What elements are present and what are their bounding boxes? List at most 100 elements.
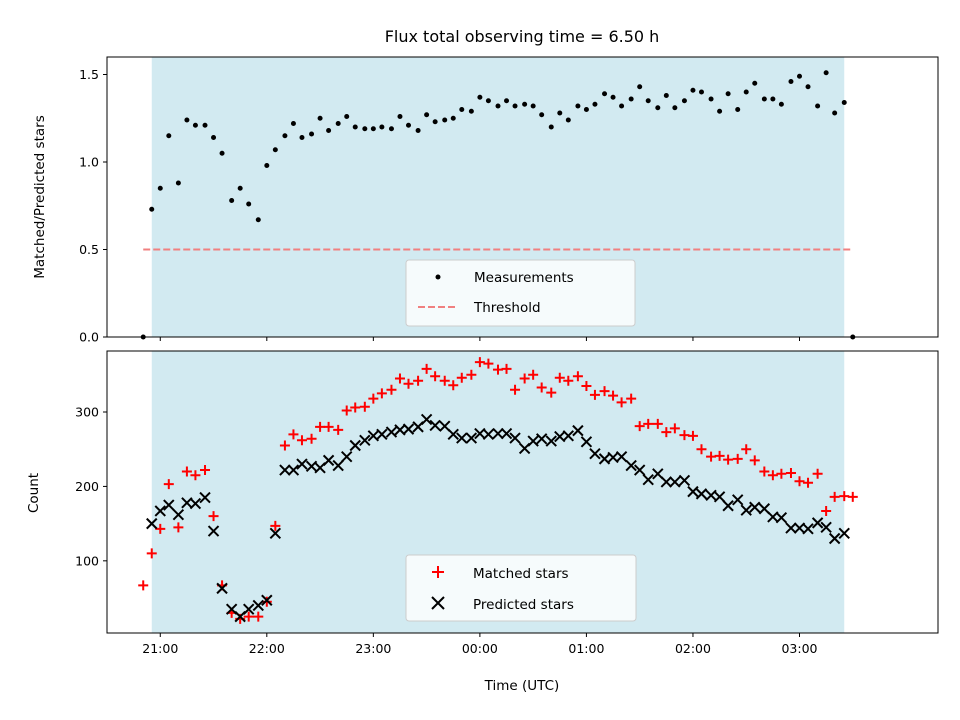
measurement-point (352, 124, 358, 130)
matched-star-point (706, 451, 717, 462)
predicted-star-point (678, 474, 691, 487)
matched-star-point (661, 427, 672, 438)
predicted-star-point (545, 435, 557, 447)
predicted-star-point (349, 439, 361, 452)
bottom-legend: Matched stars Predicted stars (405, 554, 637, 622)
matched-star-point (546, 387, 557, 398)
bottom-x-tick-label: 23:00 (355, 641, 391, 656)
matched-star-point (572, 371, 583, 382)
predicted-star-point (420, 413, 433, 426)
bottom-x-axis: 21:00 22:00 23:00 00:00 01:00 02:00 03:00 (142, 633, 818, 656)
predicted-star-point (580, 436, 593, 448)
matched-star-point (741, 444, 752, 455)
matched-star-point (430, 371, 441, 382)
top-y-tick-label: 1.5 (79, 67, 99, 82)
matched-star-point (288, 429, 299, 440)
predicted-star-point (172, 508, 185, 521)
matched-star-point (687, 430, 698, 441)
predicted-star-point (216, 582, 228, 595)
top-y-axis-label: Matched/Predicted stars (32, 115, 48, 278)
measurement-point (264, 163, 270, 168)
measurement-point (708, 96, 714, 102)
measurement-point (628, 96, 634, 102)
matched-star-point (679, 430, 690, 441)
matched-star-point (200, 465, 211, 476)
measurement-point (309, 131, 315, 137)
measurement-point (610, 94, 616, 100)
matched-star-point (341, 405, 352, 416)
matched-star-point (634, 421, 645, 432)
predicted-star-point (749, 501, 761, 513)
top-y-axis: 0.0 0.5 1.0 1.5 (79, 67, 107, 345)
matched-star-point (155, 523, 166, 534)
matched-star-point (616, 397, 627, 408)
matched-star-point (847, 491, 858, 502)
predicted-star-point (535, 433, 548, 445)
measurement-point (415, 128, 421, 133)
legend-threshold-label: Threshold (473, 300, 541, 316)
measurement-point (770, 96, 776, 102)
measurement-point (485, 98, 491, 104)
chart-title: Flux total observing time = 6.50 h (385, 27, 660, 46)
measurement-point (619, 103, 625, 109)
matched-star-point (794, 476, 805, 487)
predicted-star-point (146, 517, 158, 530)
measurement-point (655, 105, 661, 111)
measurement-point (681, 98, 687, 104)
measurement-point (539, 112, 545, 118)
measurement-point (698, 89, 704, 95)
matched-star-point (466, 369, 477, 380)
matched-star-point (696, 444, 707, 455)
matched-star-point (785, 468, 796, 479)
measurement-point (583, 107, 589, 112)
matched-star-point (448, 380, 459, 391)
measurement-point (725, 91, 731, 97)
bottom-x-tick-label: 21:00 (142, 641, 178, 656)
measurement-point (841, 100, 847, 105)
predicted-star-point (287, 464, 300, 476)
measurement-point (229, 198, 235, 203)
predicted-star-point (705, 489, 717, 502)
matched-star-point (732, 453, 743, 464)
matched-star-point (146, 548, 157, 559)
predicted-star-point (242, 603, 255, 615)
matched-star-point (563, 375, 574, 386)
matched-star-point (368, 393, 379, 404)
predicted-star-point (207, 525, 220, 537)
predicted-star-point (722, 500, 734, 512)
predicted-stars-points (146, 413, 850, 623)
predicted-star-point (625, 459, 637, 472)
measurement-point (761, 96, 767, 102)
matched-star-point (261, 596, 272, 607)
measurement-point (548, 124, 554, 130)
predicted-star-point (695, 488, 708, 500)
legend-predicted-marker (431, 596, 445, 610)
predicted-star-point (775, 511, 788, 524)
predicted-star-point (269, 527, 282, 540)
predicted-star-point (456, 432, 468, 444)
measurement-point (379, 124, 385, 130)
matched-star-point (536, 382, 547, 393)
top-panel: Flux total observing time = 6.50 h 0.00.… (32, 27, 939, 345)
matched-star-point (173, 522, 184, 533)
top-y-tick-label: 1.0 (79, 155, 99, 170)
legend-matched-marker (432, 566, 444, 578)
measurement-point (362, 126, 368, 132)
measurement-point (432, 119, 438, 125)
matched-star-point (333, 424, 344, 435)
predicted-star-point (572, 424, 584, 437)
predicted-star-point (500, 427, 513, 440)
matched-star-point (403, 378, 414, 389)
matched-star-point (386, 384, 397, 395)
measurement-point (388, 126, 394, 132)
matched-star-point (599, 386, 610, 397)
matched-star-point (812, 468, 823, 479)
measurement-point (522, 101, 528, 107)
measurement-point (778, 101, 784, 107)
predicted-star-point (687, 485, 699, 498)
measurement-point (565, 117, 571, 123)
matched-star-point (803, 477, 814, 488)
matched-star-point (528, 369, 539, 380)
predicted-star-point (838, 527, 850, 540)
matched-star-point (554, 372, 565, 383)
